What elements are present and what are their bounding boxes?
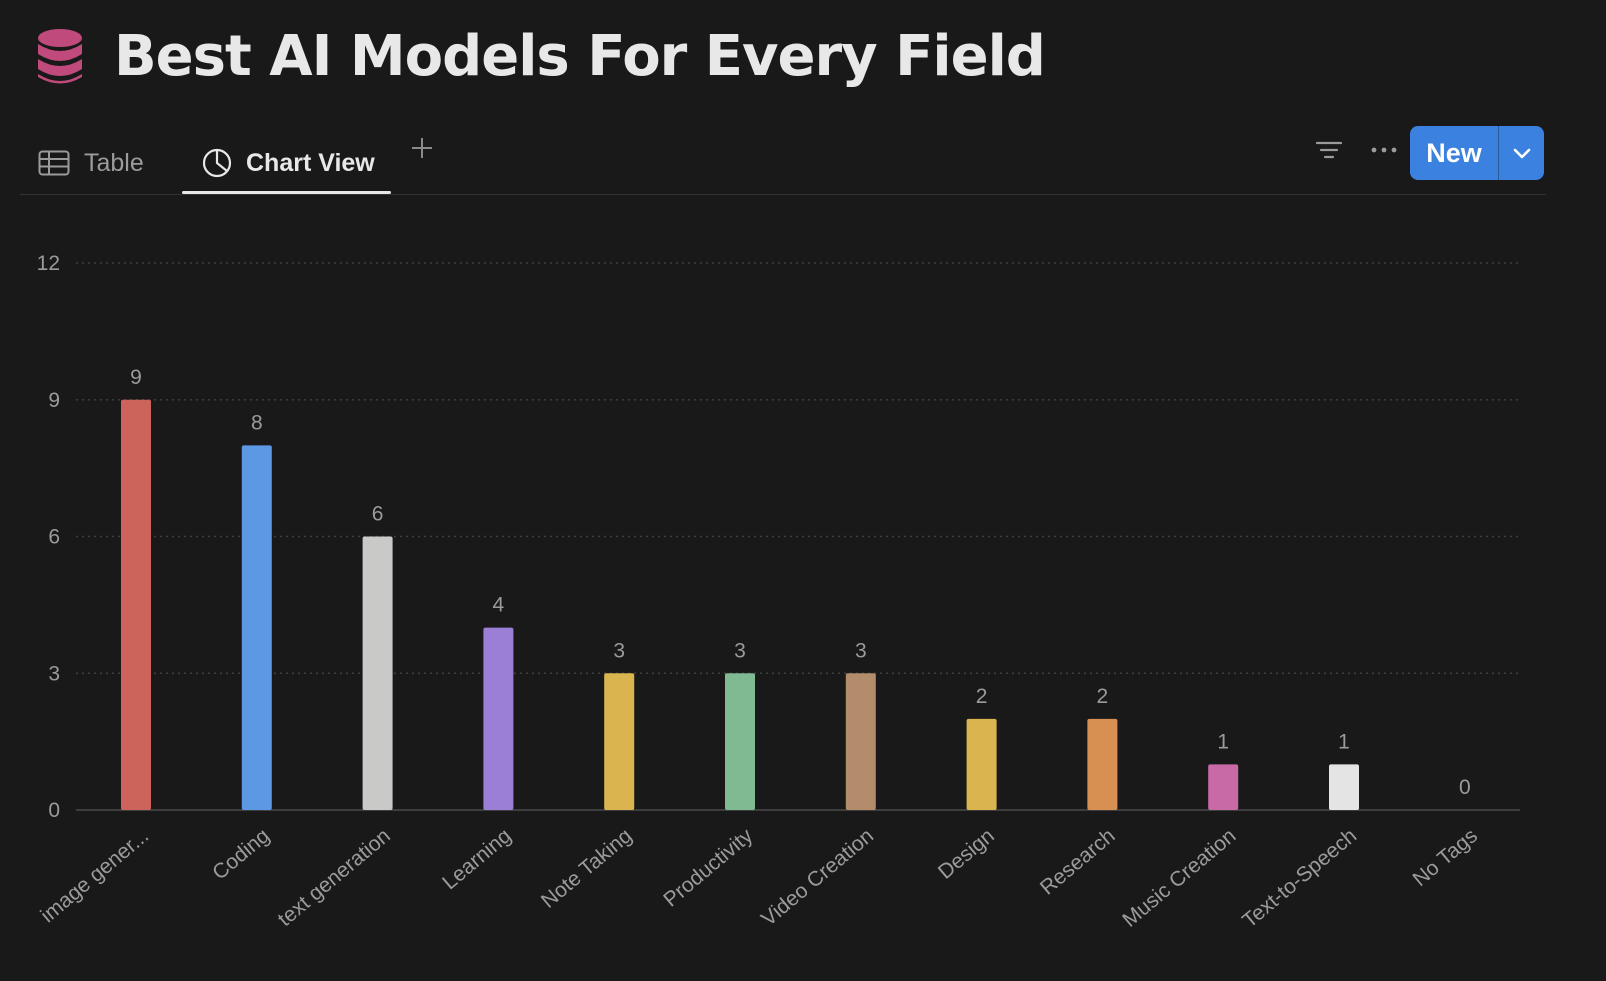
bar-4[interactable] [604,673,635,810]
y-tick-label: 9 [48,389,60,412]
bar-2[interactable] [362,536,393,811]
tab-table-label: Table [84,148,144,177]
filter-icon[interactable] [1315,138,1343,162]
bar-1[interactable] [241,445,272,810]
new-button[interactable]: New [1426,137,1482,168]
new-button-group: New [1410,126,1544,180]
y-tick-label: 6 [48,526,60,549]
bar-5[interactable] [725,673,755,810]
data-label: 3 [613,639,625,662]
plus-icon[interactable] [410,136,434,160]
data-label: 3 [855,639,867,662]
x-tick-label: Note Taking [537,824,636,913]
bar-7[interactable] [966,718,997,810]
x-tick-label: Video Creation [757,824,878,931]
data-label: 3 [734,639,746,662]
x-tick-label: image gener... [36,824,153,927]
tab-chart-view[interactable]: Chart View [182,134,391,194]
x-tick-label: Music Creation [1118,824,1240,932]
x-tick-label: Learning [438,824,515,894]
more-icon[interactable] [1370,138,1398,162]
new-dropdown-button[interactable] [1499,126,1544,180]
new-button-divider [1498,126,1499,180]
bar-8[interactable] [1087,718,1118,810]
chevron-down-icon [1513,148,1530,159]
data-label: 2 [1097,685,1109,708]
data-label: 6 [372,503,384,526]
tab-chart-view-label: Chart View [246,148,375,177]
x-tick-label: No Tags [1408,824,1482,891]
bar-10[interactable] [1329,764,1359,810]
x-tick-label: Research [1036,824,1120,899]
view-tabs: Table Chart View New [20,126,1546,195]
data-label: 2 [976,685,988,708]
y-tick-label: 12 [37,252,60,275]
data-label: 9 [130,366,142,389]
x-tick-label: Productivity [659,824,757,912]
data-label: 8 [251,411,263,434]
y-tick-label: 0 [48,799,60,822]
database-icon [38,29,82,84]
pie-chart-icon [202,148,232,178]
bar-0[interactable] [121,399,151,810]
tab-table[interactable]: Table [38,134,144,192]
data-label: 0 [1459,776,1471,799]
x-tick-label: Coding [208,824,274,884]
x-tick-label: Design [934,824,999,884]
data-label: 4 [493,594,505,617]
bar-3[interactable] [483,627,514,810]
data-label: 1 [1338,730,1350,753]
bar-9[interactable] [1208,764,1239,810]
page-title: Best AI Models For Every Field [114,24,1046,89]
bar-6[interactable] [845,673,876,810]
table-icon [38,150,70,176]
data-label: 1 [1217,730,1229,753]
y-tick-label: 3 [48,662,60,685]
x-tick-label: Text-to-Speech [1238,824,1361,932]
title-row: Best AI Models For Every Field [36,24,1046,89]
x-tick-label: text generation [274,824,395,931]
